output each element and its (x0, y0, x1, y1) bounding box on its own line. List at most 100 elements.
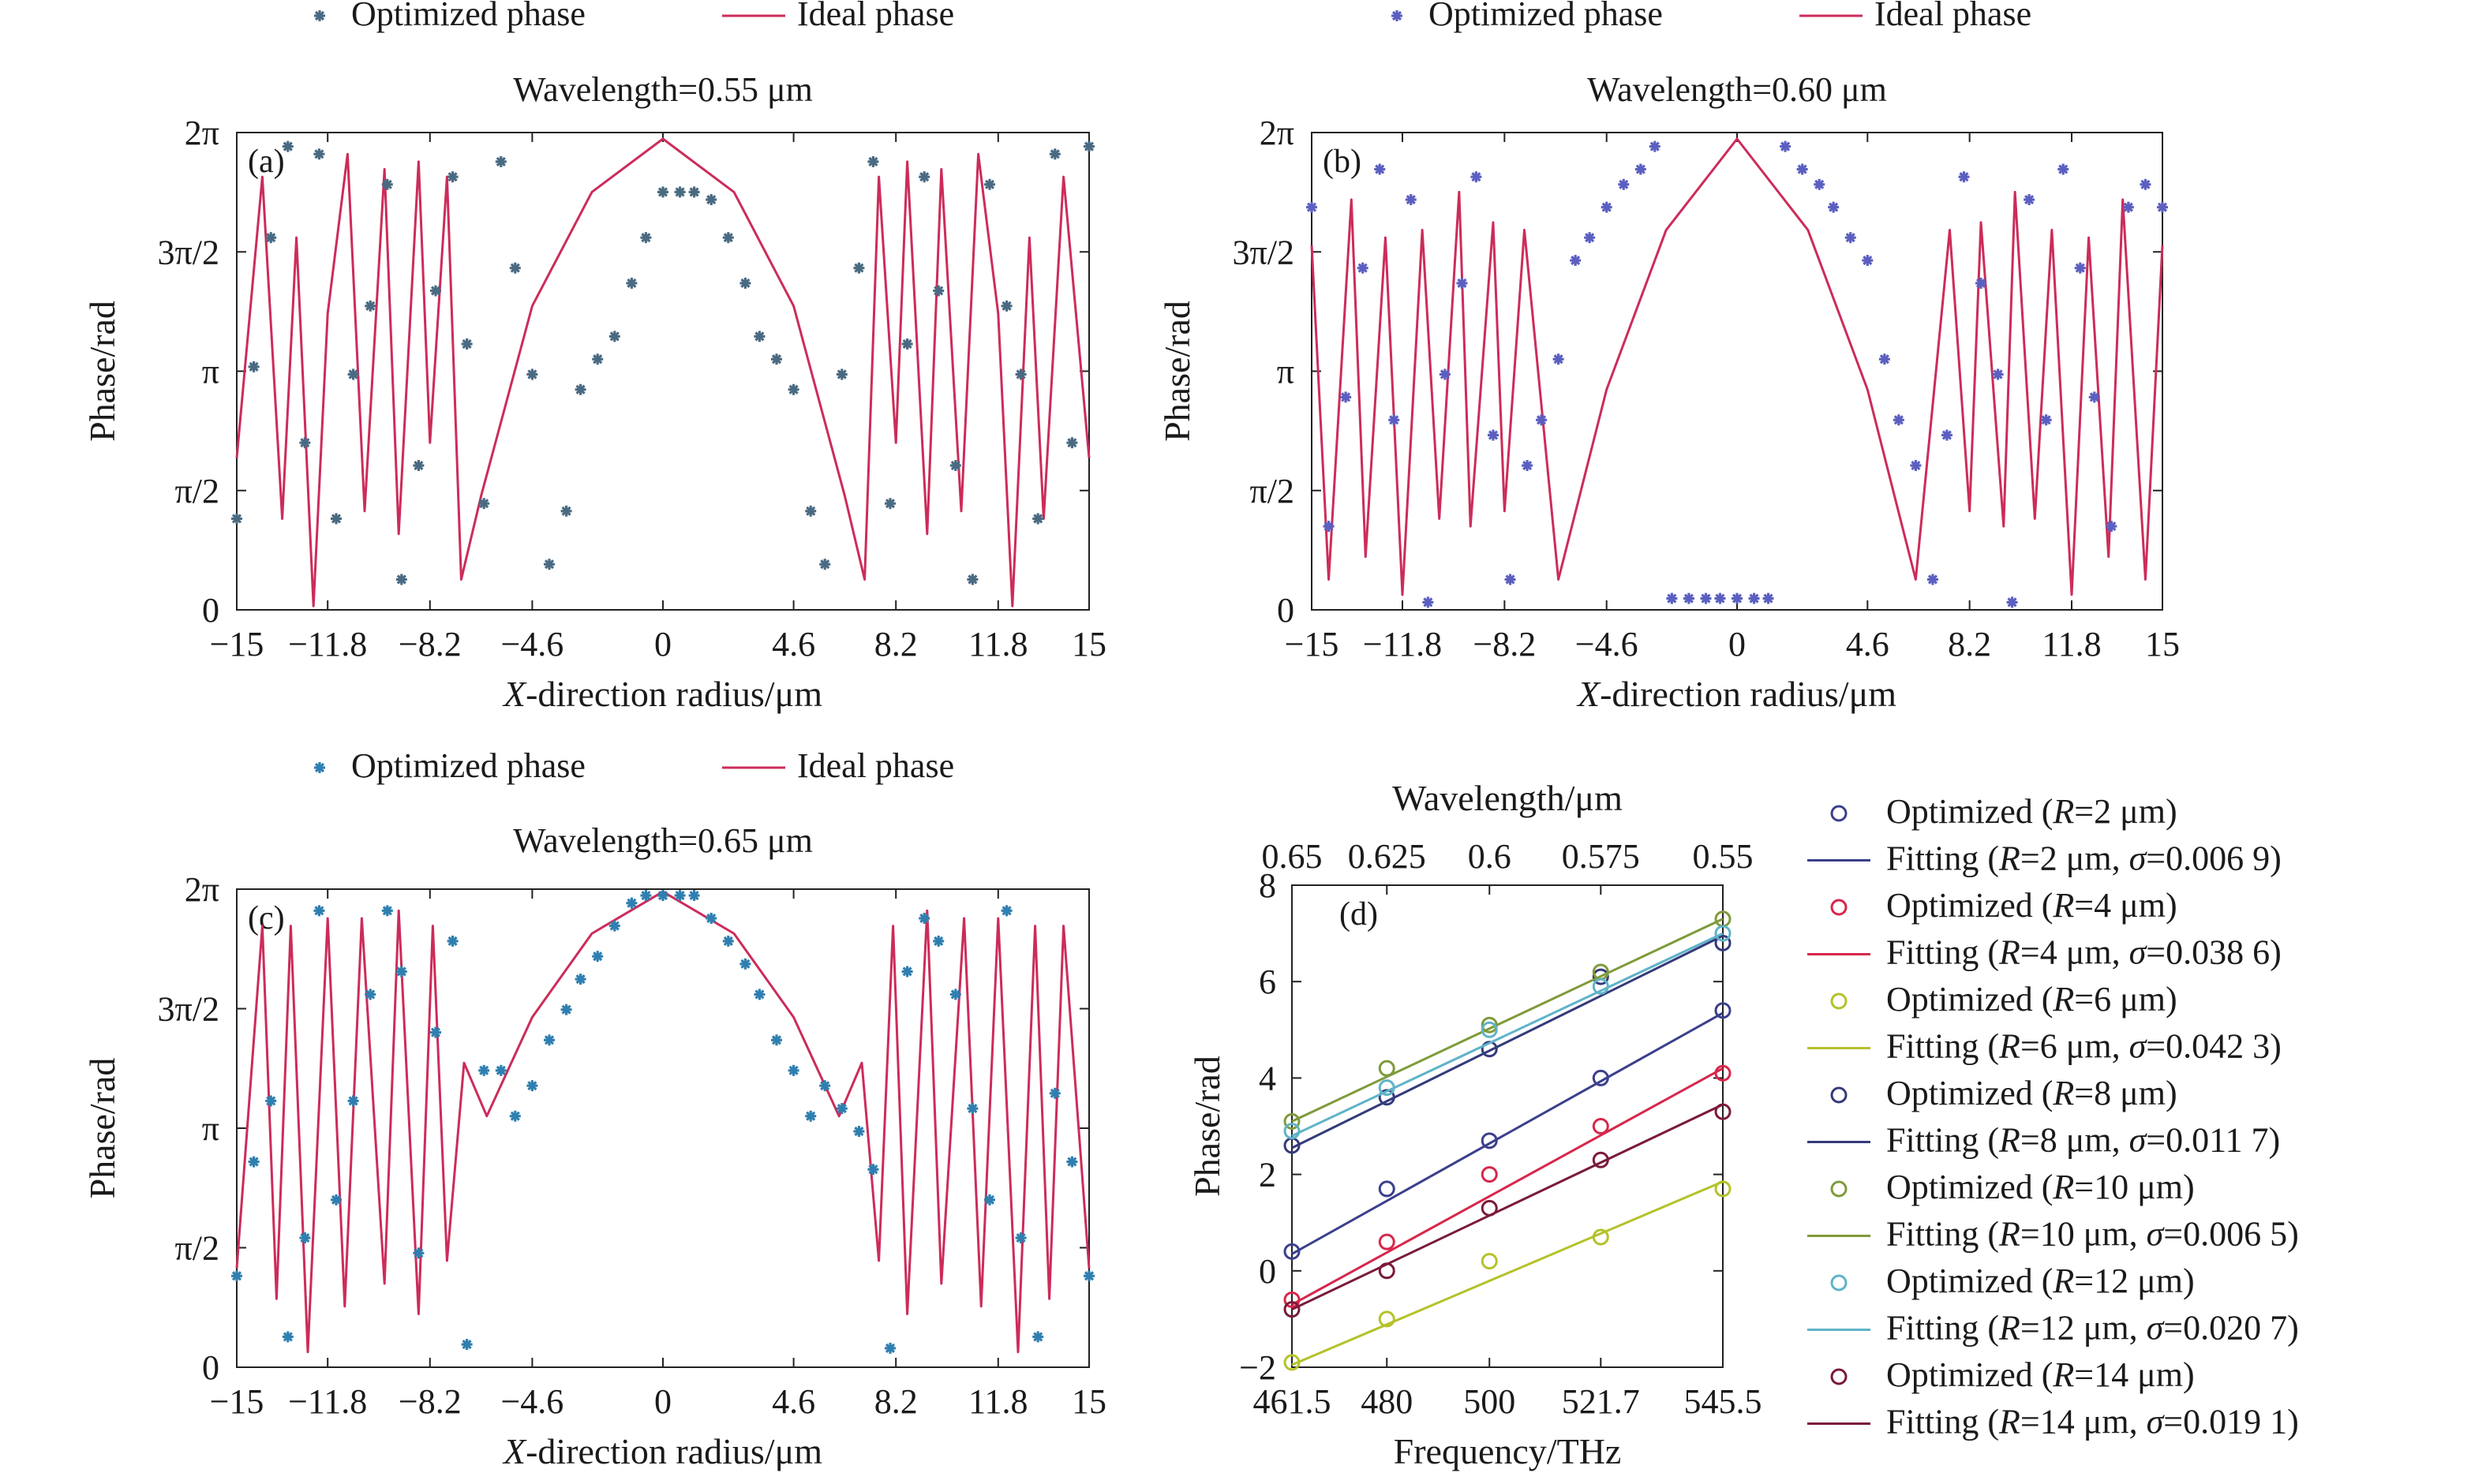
legend-sigma: σ (2129, 1027, 2148, 1066)
optimized-point (640, 232, 652, 244)
top-x-tick-label: 0.65 (1262, 837, 1323, 876)
star-stroke (1797, 164, 1807, 174)
optimized-point (1862, 255, 1874, 267)
legend-unit: μm (2128, 1168, 2183, 1206)
star-stroke (300, 438, 310, 448)
star-stroke (396, 574, 406, 585)
x-tick-label: 4.6 (772, 1382, 815, 1421)
star-stroke (561, 1004, 571, 1015)
star-stroke (2140, 179, 2151, 189)
legend-sigma-value: 0.038 6 (2166, 933, 2270, 972)
legend-unit: μm (2111, 792, 2166, 831)
star-stroke (1667, 593, 1677, 604)
legend-label-optimized: Optimized phase (351, 746, 586, 785)
legend-sigma: σ (2147, 1215, 2166, 1254)
star-stroke (820, 1081, 830, 1091)
legend-prefix: Optimized ( (1886, 1168, 2053, 1206)
optimized-point (365, 989, 376, 1000)
star-stroke (496, 1065, 506, 1075)
legend-label-optimized: Optimized (R=2 μm) (1886, 792, 2177, 831)
star-stroke (314, 762, 325, 773)
optimized-point (1084, 1270, 1095, 1282)
star-stroke (885, 1343, 896, 1353)
x-tick-label: 545.5 (1684, 1382, 1762, 1421)
optimized-point (544, 559, 555, 570)
legend-close: ) (2270, 933, 2282, 972)
star-stroke (496, 156, 506, 166)
star-stroke (249, 1157, 259, 1167)
series-r10 (1283, 910, 1732, 1130)
optimized-point (1066, 1156, 1078, 1168)
optimized-point (2122, 201, 2134, 213)
star-stroke (447, 936, 458, 946)
star-stroke (2075, 263, 2085, 273)
star-stroke (1067, 1157, 1077, 1167)
star-stroke (231, 514, 242, 524)
fit-line (1291, 1180, 1724, 1366)
star-stroke (984, 1194, 995, 1205)
star-stroke (2007, 597, 2017, 607)
optimized-point (608, 920, 620, 932)
star-stroke (1585, 233, 1595, 243)
legend-eq: = (2146, 933, 2166, 972)
star-stroke (1016, 1232, 1026, 1243)
legend-close: ) (2270, 839, 2282, 878)
optimized-point (2157, 201, 2168, 213)
star-stroke (283, 1332, 293, 1342)
star-stroke (1780, 141, 1791, 151)
legend-eq: = (2020, 1027, 2040, 1066)
star-stroke (314, 149, 324, 159)
optimized-point (347, 1095, 359, 1107)
star-stroke (1522, 460, 1533, 471)
panel-d: (d) −2 0 2 4 6 8 461.5 0.65 480 0.625 500 0.6 521.7 0.… (1187, 778, 1762, 1471)
optimized-point (1683, 592, 1694, 604)
panel-title: Wavelength=0.55 μm (513, 70, 813, 109)
star-stroke (740, 278, 751, 289)
optimized-point (688, 890, 700, 902)
star-stroke (609, 921, 620, 931)
optimized-point (282, 140, 294, 152)
optimized-point (526, 1080, 538, 1092)
y-tick-label: π/2 (175, 472, 219, 510)
optimized-point (1570, 255, 1582, 267)
plot-frame (236, 132, 1090, 611)
star-stroke (1927, 574, 1938, 585)
star-stroke (1814, 179, 1825, 189)
optimized-point (1748, 592, 1760, 604)
star-stroke (968, 574, 978, 585)
legend-unit: μm (2075, 1215, 2129, 1254)
optimized-point (819, 559, 831, 570)
optimized-point (544, 1034, 555, 1046)
optimized-point (1283, 1291, 1301, 1308)
star-stroke (902, 338, 912, 350)
optimized-point (1714, 1103, 1732, 1120)
ideal-phase-line (235, 137, 1091, 607)
star-stroke (365, 989, 376, 1000)
optimized-point (331, 1194, 342, 1206)
optimized-point (805, 1110, 817, 1122)
legend-prefix: Fitting ( (1886, 1215, 1999, 1254)
legend-label-fit: Fitting (R=2 μm, σ=0.006 9) (1886, 839, 2282, 878)
legend-r: R (2052, 980, 2074, 1019)
optimized-point (919, 171, 930, 183)
optimized-point (313, 148, 325, 160)
star-stroke (837, 369, 847, 379)
x-axis-label-rest: -direction radius/μm (1600, 674, 1896, 714)
optimized-point (430, 285, 441, 297)
legend-eq: = (2020, 1215, 2040, 1254)
legend-prefix: Optimized ( (1886, 980, 2053, 1019)
y-tick-label: 2π (1260, 114, 1294, 152)
x-tick-label: 11.8 (968, 1382, 1028, 1421)
optimized-point (299, 437, 311, 449)
y-tick-label: π (1277, 353, 1294, 391)
legend-eq: = (2074, 1262, 2094, 1300)
optimized-point (1001, 300, 1013, 312)
optimized-point (1481, 1166, 1498, 1183)
star-stroke (314, 10, 325, 21)
legend-marker-optimized (314, 762, 325, 773)
optimized-point (347, 368, 359, 380)
star-stroke (1505, 574, 1515, 585)
legend-radius: 14 (2094, 1355, 2128, 1394)
star-stroke (544, 559, 555, 570)
